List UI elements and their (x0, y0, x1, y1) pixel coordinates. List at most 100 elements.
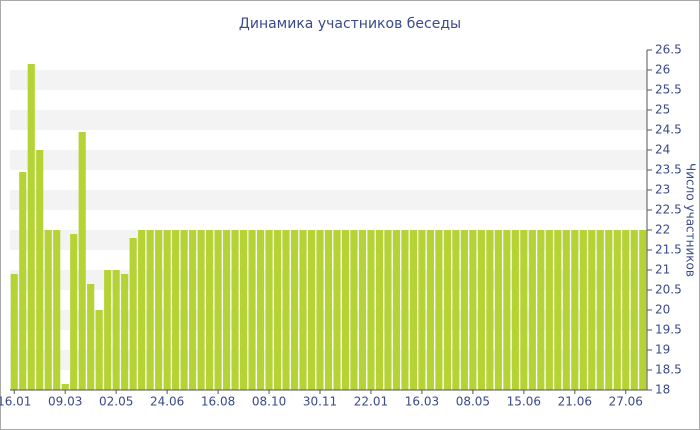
x-tick-label: 30.11 (303, 395, 337, 409)
bar (112, 270, 120, 390)
bar (197, 230, 205, 390)
x-tick-label: 27.06 (609, 395, 643, 409)
bar (537, 230, 545, 390)
bar (571, 230, 579, 390)
x-tick-label: 16.01 (0, 395, 31, 409)
bar (273, 230, 282, 390)
bar (494, 230, 502, 390)
bar (401, 230, 409, 390)
bar (36, 150, 44, 390)
bar (375, 230, 384, 390)
bar (443, 230, 451, 390)
bar (418, 230, 426, 390)
bar (579, 230, 587, 390)
bar (282, 230, 290, 390)
bar (503, 230, 511, 390)
bar (486, 230, 494, 390)
bar (27, 64, 35, 390)
y-tick-label: 18.5 (655, 363, 682, 377)
bar (155, 230, 163, 390)
bar (562, 230, 570, 390)
bar (104, 270, 112, 390)
bar (307, 230, 316, 390)
bar (460, 230, 468, 390)
bar (290, 230, 299, 390)
bar (61, 384, 69, 390)
bar (180, 230, 188, 390)
y-tick-label: 19.5 (655, 323, 682, 337)
bar (341, 230, 350, 390)
bar (70, 234, 78, 390)
y-tick-label: 21.5 (655, 243, 682, 257)
bar (613, 230, 621, 390)
grid-band (10, 70, 647, 90)
y-tick-label: 23.5 (655, 163, 682, 177)
y-axis-title: Число участников (684, 163, 698, 277)
bar (477, 230, 485, 390)
bar (392, 230, 401, 390)
y-tick-label: 25 (655, 103, 670, 117)
x-tick-label: 21.06 (558, 395, 592, 409)
bar (358, 230, 367, 390)
grid-band (10, 110, 647, 130)
bar (384, 230, 392, 390)
y-tick-label: 21 (655, 263, 670, 277)
y-tick-label: 24.5 (655, 123, 682, 137)
y-tick-label: 20.5 (655, 283, 682, 297)
bar (299, 230, 307, 390)
x-tick-label: 02.05 (99, 395, 133, 409)
bar (545, 230, 553, 390)
bar (129, 238, 137, 390)
bar (189, 230, 197, 390)
bar (639, 230, 647, 390)
bar (163, 230, 171, 390)
bar (121, 274, 129, 390)
x-tick-label: 24.06 (150, 395, 184, 409)
bar (256, 230, 265, 390)
y-tick-label: 19 (655, 343, 670, 357)
bar (44, 230, 52, 390)
x-tick-label: 15.06 (507, 395, 541, 409)
bar (248, 230, 256, 390)
bar (520, 230, 528, 390)
bar (350, 230, 358, 390)
y-tick-label: 26 (655, 63, 670, 77)
x-tick-label: 08.10 (252, 395, 286, 409)
y-tick-label: 23 (655, 183, 670, 197)
x-tick-label: 09.03 (48, 395, 82, 409)
bar (588, 230, 596, 390)
bar (78, 132, 86, 390)
bar (435, 230, 443, 390)
bar (367, 230, 375, 390)
bar (138, 230, 146, 390)
bar (95, 310, 103, 390)
bar (316, 230, 324, 390)
grid-band (10, 190, 647, 210)
bar (206, 230, 214, 390)
x-tick-label: 22.01 (354, 395, 388, 409)
bar (223, 230, 231, 390)
chart-title: Динамика участников беседы (239, 16, 461, 32)
x-tick-label: 16.08 (201, 395, 235, 409)
y-tick-label: 20 (655, 303, 670, 317)
bar (622, 230, 630, 390)
bar (239, 230, 248, 390)
y-tick-label: 22.5 (655, 203, 682, 217)
bar (409, 230, 418, 390)
bar (172, 230, 180, 390)
x-tick-label: 16.03 (405, 395, 439, 409)
bar (265, 230, 273, 390)
bar (630, 230, 638, 390)
bar (231, 230, 239, 390)
bar (53, 230, 61, 390)
bar (511, 230, 519, 390)
bar (554, 230, 562, 390)
bar (146, 230, 154, 390)
bar (528, 230, 536, 390)
bar (605, 230, 613, 390)
grid-band (10, 150, 647, 170)
bar (469, 230, 477, 390)
y-tick-label: 22 (655, 223, 670, 237)
y-tick-label: 24 (655, 143, 670, 157)
